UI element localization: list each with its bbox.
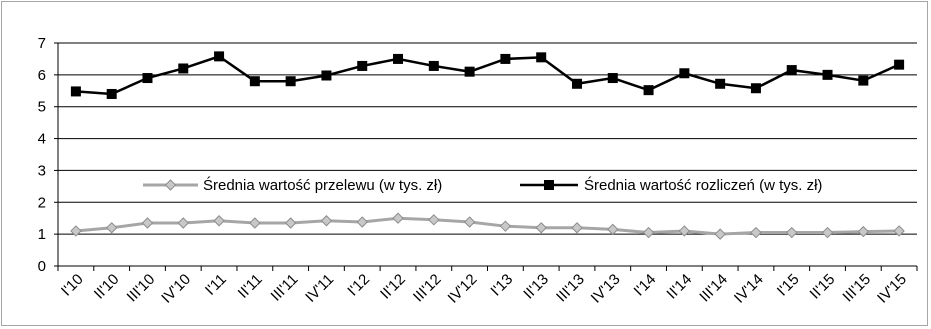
- data-point: [500, 53, 511, 64]
- data-point: [178, 63, 189, 74]
- x-tick-label: II'12: [377, 271, 409, 303]
- x-tick-label: III'13: [553, 271, 588, 306]
- data-point: [70, 225, 82, 237]
- legend-marker: [544, 180, 554, 190]
- data-point: [679, 68, 690, 79]
- x-tick-label: III'11: [268, 271, 302, 305]
- y-tick-label: 4: [38, 131, 46, 148]
- y-tick-label: 6: [38, 67, 46, 84]
- y-tick-label: 5: [38, 99, 46, 116]
- x-tick-label: III'14: [696, 271, 731, 306]
- y-tick-label: 3: [38, 162, 46, 179]
- x-tick-label: IV'14: [731, 271, 767, 307]
- legend-background: [134, 171, 862, 198]
- data-point: [607, 223, 619, 236]
- y-tick-label: 1: [38, 226, 46, 243]
- data-point: [714, 228, 726, 240]
- legend-item: Średnia wartość przelewu (w tys. zł): [143, 176, 442, 194]
- series-line: [75, 54, 900, 96]
- data-point: [428, 214, 440, 226]
- data-point: [464, 66, 475, 77]
- data-point: [428, 60, 439, 71]
- series-1: [70, 212, 905, 240]
- y-axis: 0 1 2 3 4 5 6 7: [38, 35, 59, 275]
- data-point: [571, 222, 583, 234]
- x-axis: I'10 II'10 III'10 IV'10 I'11 II'11 III'11 IV'11…: [57, 266, 918, 307]
- data-point: [285, 76, 296, 87]
- y-tick-label: 7: [38, 35, 46, 52]
- x-tick-label: III'12: [410, 271, 445, 306]
- y-tick-label: 2: [38, 194, 46, 211]
- data-point: [571, 78, 582, 89]
- data-point: [320, 215, 333, 227]
- series-2: [70, 51, 905, 99]
- data-point: [822, 69, 833, 80]
- legend-marker: [164, 179, 177, 191]
- data-point: [393, 53, 404, 64]
- data-point: [642, 226, 655, 239]
- legend-label: Średnia wartość przelewu (w tys. zł): [203, 176, 442, 194]
- legend-item: Średnia wartość rozliczeń (w tys. zł): [520, 176, 822, 194]
- data-point: [214, 51, 225, 62]
- data-point: [858, 75, 869, 86]
- x-tick-label: IV'12: [445, 271, 481, 307]
- data-point: [893, 225, 905, 237]
- x-tick-label: II'13: [520, 271, 552, 303]
- series-layer: [70, 51, 905, 240]
- legend-label: Średnia wartość rozliczeń (w tys. zł): [584, 176, 822, 194]
- data-point: [463, 216, 476, 228]
- legend: Średnia wartość przelewu (w tys. zł) Śred…: [134, 171, 862, 198]
- data-point: [142, 73, 153, 84]
- series-line: [75, 216, 900, 236]
- data-point: [786, 65, 797, 76]
- data-point: [70, 86, 81, 97]
- data-point: [249, 76, 260, 87]
- data-point: [356, 216, 368, 228]
- data-point: [284, 217, 297, 229]
- x-tick-label: IV'10: [158, 271, 194, 307]
- data-point: [607, 73, 618, 84]
- x-tick-label: II'10: [91, 271, 123, 303]
- data-point: [535, 222, 547, 234]
- y-tick-label: 0: [38, 258, 46, 275]
- data-point: [321, 70, 332, 81]
- data-point: [249, 217, 261, 229]
- data-point: [857, 225, 870, 238]
- data-point: [141, 217, 154, 229]
- data-point: [821, 226, 834, 239]
- x-tick-label: I'11: [202, 271, 230, 299]
- x-tick-label: III'15: [839, 271, 874, 306]
- data-point: [750, 226, 762, 239]
- data-point: [499, 220, 512, 232]
- data-point: [678, 225, 691, 237]
- x-tick-label: IV'11: [302, 271, 337, 306]
- x-tick-label: II'15: [807, 271, 839, 303]
- data-point: [643, 85, 654, 96]
- x-tick-label: IV'15: [874, 271, 910, 307]
- data-point: [105, 222, 118, 234]
- x-tick-label: II'14: [663, 271, 695, 303]
- x-tick-label: III'10: [124, 271, 159, 306]
- data-point: [177, 217, 189, 229]
- x-tick-label: I'12: [344, 271, 373, 300]
- data-point: [750, 83, 761, 94]
- x-tick-label: IV'13: [588, 271, 624, 307]
- data-point: [786, 226, 798, 239]
- x-tick-label: I'13: [487, 271, 516, 300]
- data-point: [715, 78, 726, 89]
- x-tick-label: I'14: [631, 271, 660, 300]
- data-point: [392, 212, 404, 224]
- x-tick-label: I'10: [58, 271, 87, 300]
- x-tick-label: I'15: [774, 271, 803, 300]
- data-point: [106, 88, 117, 99]
- data-point: [894, 59, 905, 70]
- data-point: [213, 215, 225, 227]
- data-point: [536, 52, 547, 63]
- data-point: [357, 60, 368, 71]
- x-tick-label: II'11: [235, 271, 266, 302]
